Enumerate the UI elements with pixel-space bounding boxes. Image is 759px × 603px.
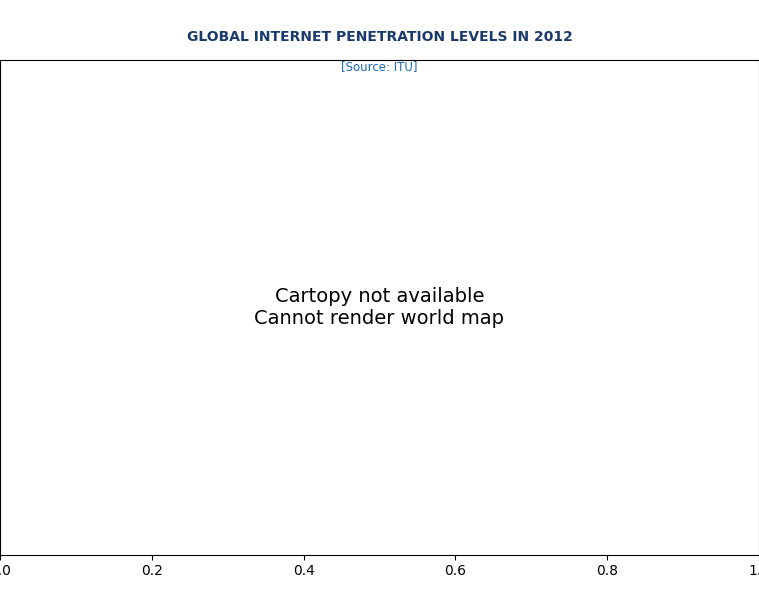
Text: GLOBAL INTERNET PENETRATION LEVELS IN 2012: GLOBAL INTERNET PENETRATION LEVELS IN 20… [187, 30, 572, 44]
Text: Cartopy not available
Cannot render world map: Cartopy not available Cannot render worl… [254, 287, 505, 328]
Text: [Source: ITU]: [Source: ITU] [342, 60, 417, 74]
